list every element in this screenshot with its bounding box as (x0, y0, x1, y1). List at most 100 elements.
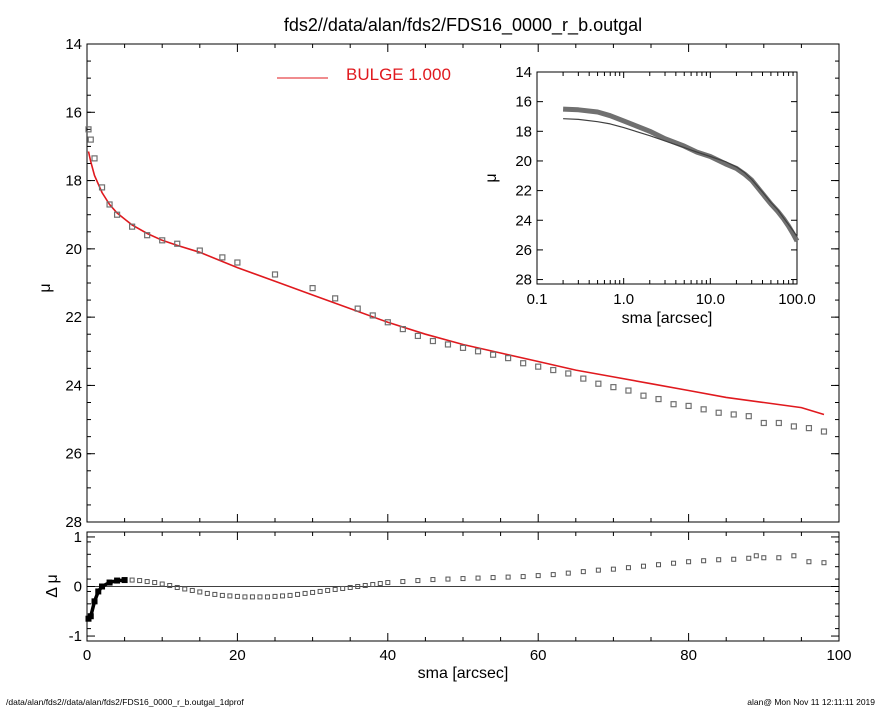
resid-point (686, 559, 692, 565)
resid-point (167, 583, 173, 589)
resid-point (370, 582, 376, 588)
resid-point (280, 593, 286, 599)
inset-data-curve (562, 106, 800, 243)
inset-ytick-label: 28 (515, 272, 532, 289)
main-ytick-label: 16 (65, 104, 82, 121)
inset-ytick-label: 14 (515, 64, 532, 81)
data-point (87, 136, 94, 143)
data-point (775, 419, 782, 427)
data-point (595, 380, 602, 387)
resid-xtick-label: 60 (530, 647, 547, 664)
data-point (805, 425, 813, 432)
data-point (640, 392, 647, 399)
resid-point (595, 567, 601, 573)
main-ytick-label: 20 (65, 241, 82, 258)
resid-point (385, 580, 391, 586)
data-point (113, 211, 121, 218)
inset-ytick-label: 16 (515, 94, 532, 111)
data-point (459, 344, 467, 351)
data-point (354, 305, 361, 312)
resid-point (129, 577, 135, 583)
data-point (535, 363, 542, 370)
main-ytick-label: 22 (65, 309, 82, 326)
inset-ylabel: μ (483, 173, 500, 182)
resid-point (430, 577, 436, 583)
resid-point (761, 555, 767, 561)
resid-point (625, 565, 631, 571)
resid-point (640, 563, 646, 569)
resid-point (295, 591, 301, 597)
bulge-model-line (87, 151, 825, 416)
data-point (820, 428, 828, 435)
inset-xtick-label: 0.1 (527, 291, 548, 308)
resid-ytick-label: -1 (69, 628, 82, 645)
data-point (550, 366, 557, 374)
inset-xlabel: sma [arcsec] (622, 310, 713, 327)
data-point (489, 351, 497, 358)
resid-ylabel: Δ μ (44, 574, 61, 597)
resid-xtick-label: 0 (83, 647, 91, 664)
resid-point (362, 583, 368, 589)
resid-point (806, 559, 812, 565)
data-point (399, 325, 406, 333)
data-point (715, 409, 722, 416)
resid-point (159, 581, 165, 587)
resid-point (821, 560, 827, 566)
data-point (174, 240, 181, 247)
data-point (700, 406, 707, 413)
resid-point (332, 586, 338, 592)
resid-ytick-label: 1 (74, 529, 82, 546)
resid-point (776, 555, 782, 561)
resid-point (204, 590, 210, 596)
resid-point (302, 590, 308, 596)
data-point (565, 370, 572, 377)
data-point (610, 384, 617, 391)
data-point (309, 285, 316, 292)
resid-point (212, 591, 218, 597)
data-point (790, 423, 797, 430)
inset-frame (536, 71, 798, 285)
data-point (520, 360, 527, 367)
resid-point (656, 562, 662, 568)
resid-dense-curve (87, 578, 125, 620)
inset-ytick-label: 22 (515, 183, 532, 200)
resid-point (535, 573, 541, 579)
data-point (129, 223, 136, 230)
resid-point (505, 574, 511, 580)
resid-point (377, 581, 383, 587)
main-ytick-label: 24 (65, 377, 82, 394)
data-point (505, 355, 512, 362)
inset-ytick-label: 26 (515, 242, 532, 259)
data-point (159, 237, 166, 244)
data-point (106, 201, 113, 208)
resid-point (490, 575, 496, 581)
resid-point (565, 570, 571, 576)
resid-point (671, 560, 677, 566)
legend-label: BULGE 1.000 (346, 65, 451, 84)
resid-point (264, 594, 270, 600)
resid-xlabel: sma [arcsec] (418, 665, 509, 682)
resid-point (731, 556, 737, 562)
resid-point (580, 569, 586, 575)
resid-point (197, 589, 203, 595)
data-point (655, 395, 662, 403)
main-panel: 14 16 18 20 22 24 26 28 μ BULGE 1.000 (37, 36, 840, 531)
resid-point (716, 557, 722, 563)
data-point (144, 232, 151, 239)
resid-point (189, 587, 195, 593)
resid-point (137, 578, 143, 584)
resid-point (310, 589, 316, 595)
data-point (580, 375, 587, 382)
data-point (234, 259, 241, 266)
figure-title: fds2//data/alan/fds2/FDS16_0000_r_b.outg… (284, 15, 642, 36)
inset-xtick-label: 10.0 (696, 291, 725, 308)
inset-ytick-label: 18 (515, 123, 532, 140)
resid-point (257, 594, 263, 600)
data-point (444, 341, 452, 348)
resid-point (219, 592, 225, 598)
inset-model-curve (563, 118, 798, 237)
data-point (685, 402, 692, 410)
data-point (384, 319, 391, 326)
resid-point (791, 553, 797, 559)
